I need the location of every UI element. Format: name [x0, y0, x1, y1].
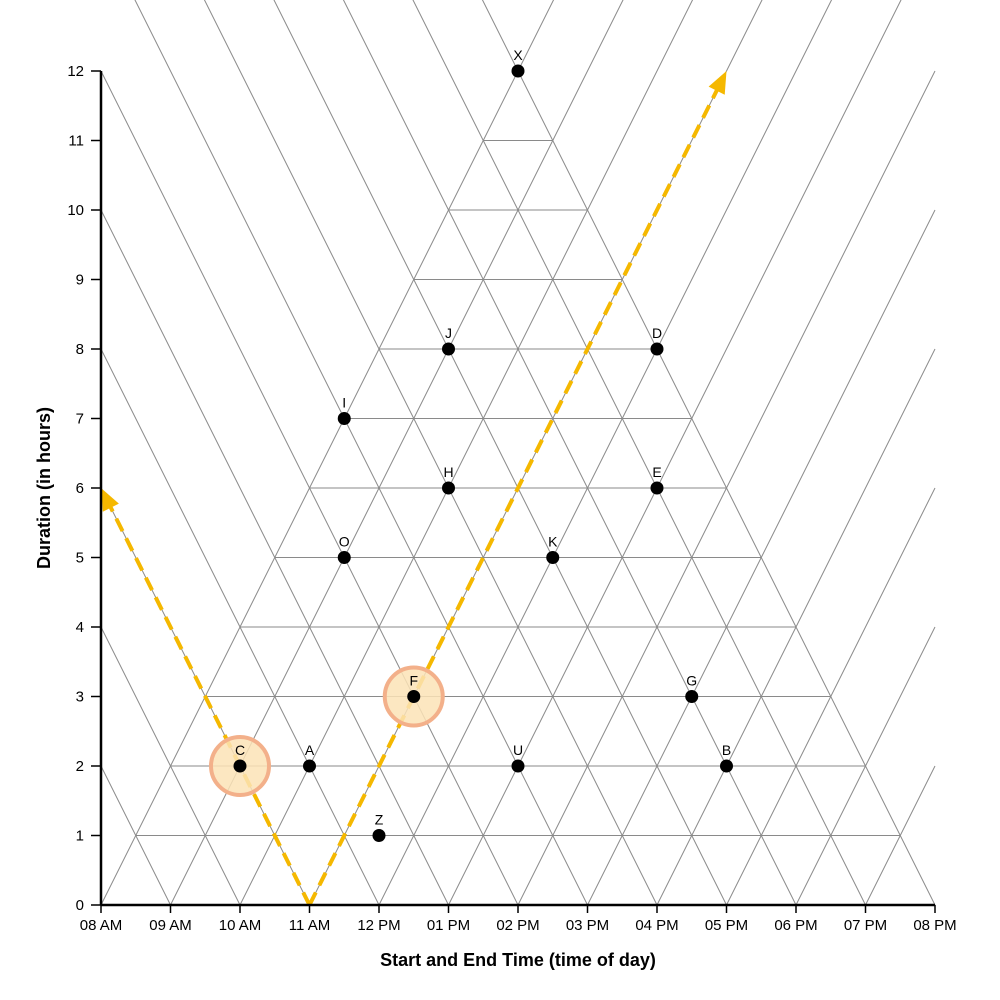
point-label-f: F [409, 673, 418, 689]
x-tick-label: 09 AM [149, 917, 192, 934]
point-label-d: D [652, 325, 662, 341]
point-label-u: U [513, 742, 523, 758]
point-x [511, 64, 525, 78]
x-tick-label: 11 AM [289, 917, 330, 934]
point-c [233, 759, 247, 773]
point-label-i: I [342, 395, 346, 411]
reference-arrowhead [101, 488, 119, 512]
point-label-b: B [722, 742, 731, 758]
grid-diagonal-line [239, 0, 694, 906]
y-tick-label: 4 [76, 619, 84, 636]
y-tick-label: 0 [76, 897, 84, 914]
point-g [685, 690, 699, 703]
grid-diagonal-line [100, 626, 241, 906]
grid-diagonal-line [378, 0, 833, 906]
y-tick-label: 2 [76, 758, 84, 775]
y-tick-label: 10 [67, 202, 84, 219]
y-tick-label: 11 [68, 133, 84, 150]
point-f [407, 690, 421, 703]
y-tick-label: 6 [76, 480, 84, 497]
point-label-x: X [513, 47, 523, 63]
x-tick-label: 10 AM [219, 917, 262, 934]
grid-diagonal-line [203, 0, 658, 906]
y-tick-label: 7 [76, 411, 84, 428]
y-tick-label: 5 [76, 550, 84, 567]
point-o [337, 551, 351, 564]
y-axis-title: Duration (in hours) [34, 407, 54, 569]
x-tick-label: 03 PM [566, 917, 609, 934]
point-label-o: O [339, 534, 350, 550]
point-a [303, 759, 316, 773]
point-j [442, 342, 455, 356]
point-label-c: C [235, 742, 245, 758]
point-u [511, 759, 525, 773]
point-label-k: K [548, 534, 558, 550]
point-k [546, 551, 560, 564]
point-d [650, 342, 664, 356]
point-label-a: A [305, 742, 315, 758]
y-tick-label: 1 [76, 828, 84, 845]
point-e [650, 481, 664, 495]
x-tick-label: 01 PM [427, 917, 470, 934]
grid-diagonal-line [412, 0, 866, 906]
data-points: X J D I H E O K F G C A U B Z [233, 47, 733, 842]
x-tick-label: 08 AM [80, 917, 123, 934]
grid-diagonal-line [100, 348, 380, 906]
grid-diagonal-line [273, 0, 727, 906]
point-label-j: J [445, 325, 452, 341]
x-tick-label: 05 PM [705, 917, 748, 934]
grid-diagonal-line [309, 0, 763, 906]
y-tick-label: 9 [76, 272, 84, 289]
point-h [442, 481, 455, 495]
y-tick-label: 8 [76, 341, 84, 358]
point-b [720, 759, 733, 773]
point-z [372, 829, 386, 842]
x-tick-label: 06 PM [774, 917, 817, 934]
x-tick-label: 02 PM [496, 917, 539, 934]
point-label-g: G [686, 673, 697, 689]
point-label-h: H [443, 464, 453, 480]
y-tick-label: 3 [76, 689, 84, 706]
x-tick-label: 07 PM [844, 917, 887, 934]
point-label-e: E [652, 464, 661, 480]
x-axis-title: Start and End Time (time of day) [380, 950, 656, 970]
point-i [337, 412, 351, 425]
x-tick-label: 04 PM [635, 917, 678, 934]
grid-diagonal-line [100, 209, 449, 906]
x-tick-label: 12 PM [357, 917, 400, 934]
grid-diagonal-line [170, 0, 624, 906]
grid-diagonal-line [342, 0, 797, 906]
x-tick-label: 08 PM [913, 917, 956, 934]
y-tick-label: 12 [67, 63, 84, 80]
reference-dashed-line [105, 499, 312, 906]
point-label-z: Z [375, 812, 384, 828]
grid-diagonal-line [100, 765, 171, 906]
reference-lines [101, 71, 727, 906]
reference-arrowhead [708, 71, 727, 95]
grid-diagonal-line [100, 70, 519, 906]
